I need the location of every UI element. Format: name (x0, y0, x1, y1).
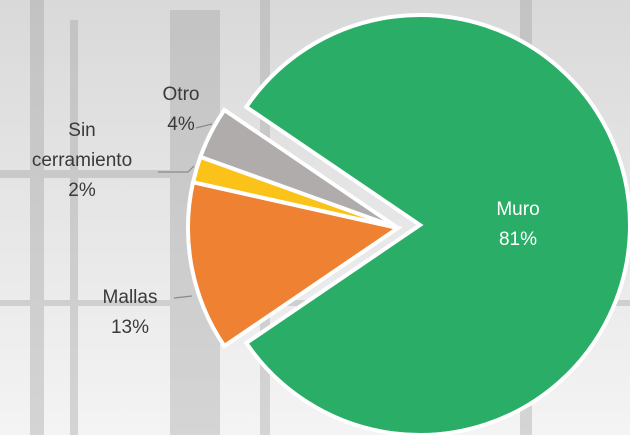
slice-label: Otro 4% (141, 80, 221, 140)
value-label: 2% (68, 180, 96, 201)
value-label: 81% (498, 229, 538, 250)
slice-label: Mallas 13% (80, 283, 180, 343)
value-label: 4% (167, 114, 195, 135)
category-label: Otro (162, 84, 200, 105)
slice-label: Muro 81% (458, 195, 578, 255)
category-label: Mallas (102, 287, 158, 308)
leader-lines (158, 123, 213, 299)
pie-slice (186, 179, 403, 349)
value-label: 13% (110, 317, 150, 338)
category-label: Muro (496, 199, 540, 220)
slice-label: Sin cerramiento 2% (22, 116, 142, 206)
pie-slice (197, 107, 400, 230)
category-label: Sin cerramiento (31, 120, 133, 171)
